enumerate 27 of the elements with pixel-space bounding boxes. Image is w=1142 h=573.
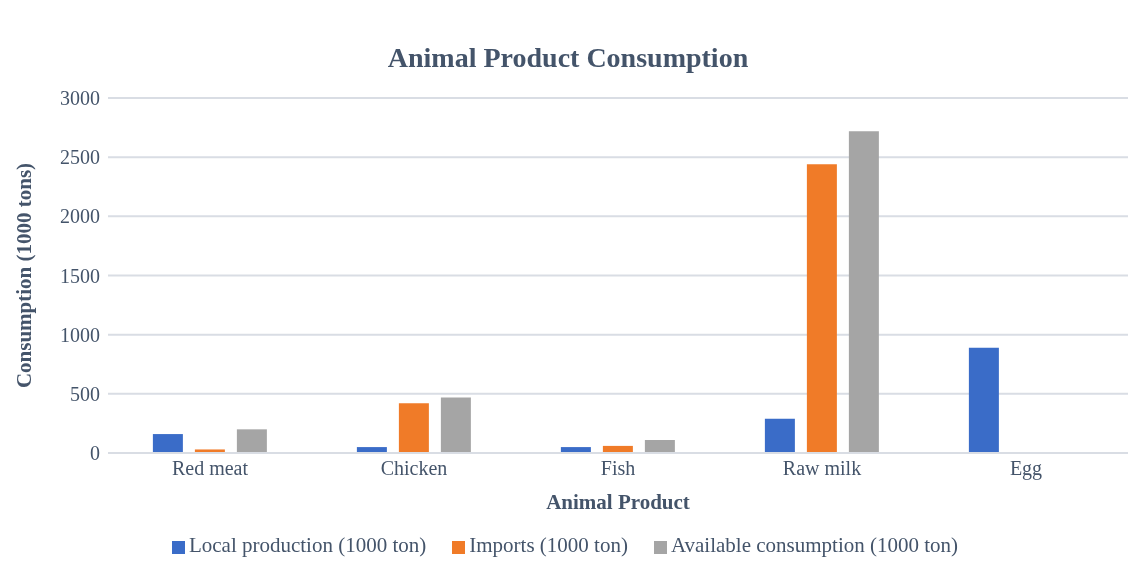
- x-tick-label: Raw milk: [782, 457, 862, 480]
- y-tick-label: 3000: [60, 87, 100, 110]
- y-tick-label: 1500: [60, 264, 100, 287]
- bar: [644, 439, 675, 453]
- x-axis-title: Animal Product: [546, 490, 690, 514]
- bar: [806, 164, 837, 453]
- x-tick-label: Red meat: [171, 457, 249, 480]
- x-tick-label: Fish: [600, 457, 636, 480]
- y-tick-label: 500: [70, 382, 100, 405]
- x-tick-label: Egg: [1009, 457, 1043, 481]
- bar: [440, 397, 471, 453]
- legend-label: Local production (1000 ton): [188, 533, 427, 557]
- chart-title: Animal Product Consumption: [386, 41, 750, 75]
- y-tick-label: 2500: [60, 146, 100, 169]
- y-tick-label: 1000: [60, 323, 100, 346]
- x-tick-label: Chicken: [380, 457, 448, 480]
- bar: [764, 418, 795, 453]
- bar: [398, 403, 429, 453]
- y-tick-label: 0: [90, 442, 100, 465]
- bar: [968, 347, 999, 453]
- bar: [236, 429, 267, 453]
- legend-label: Imports (1000 ton): [469, 533, 628, 557]
- legend-label: Available consumption (1000 ton): [670, 533, 959, 557]
- bar: [152, 434, 183, 453]
- y-tick-label: 2000: [60, 205, 100, 228]
- bar: [848, 131, 879, 453]
- y-axis-title: Consumption (1000 tons): [12, 162, 37, 389]
